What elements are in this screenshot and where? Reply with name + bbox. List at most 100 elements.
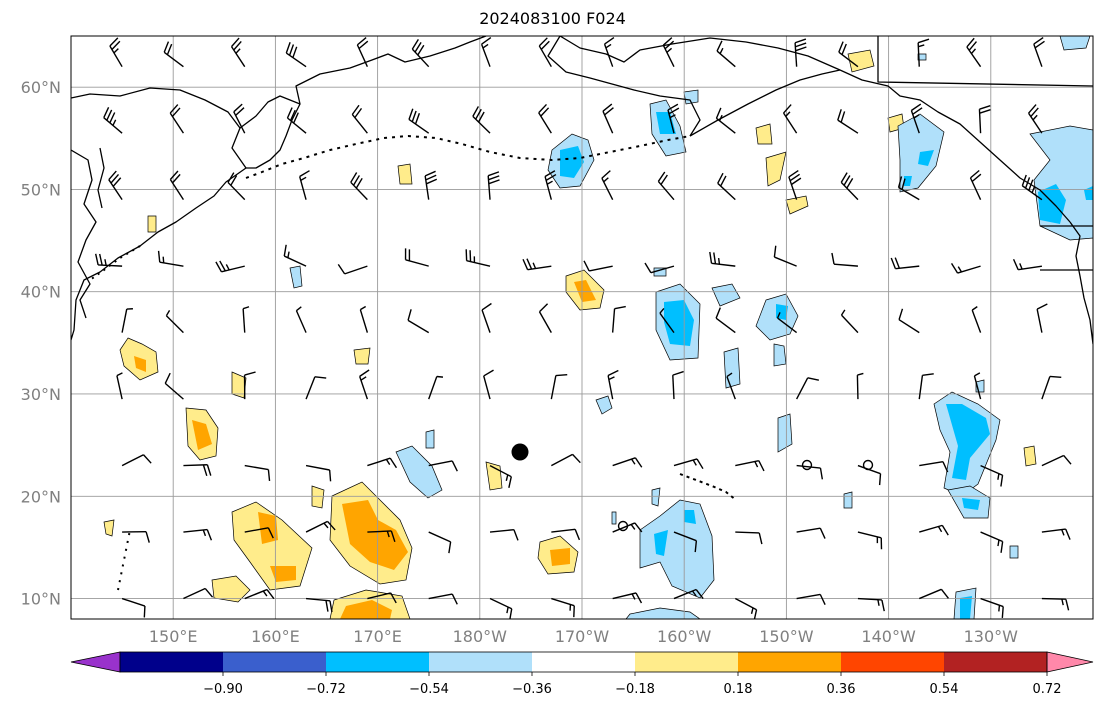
wind-barb — [522, 258, 552, 271]
wind-barb — [612, 522, 643, 533]
gridlines — [71, 36, 1093, 619]
longitude-label: 140°W — [861, 627, 916, 646]
wind-barb — [898, 308, 920, 334]
plot-frame — [70, 35, 1094, 620]
wind-barb — [243, 371, 256, 400]
wind-barb — [673, 588, 704, 600]
alaska-coastline — [559, 36, 1071, 223]
wind-barb — [1041, 528, 1071, 540]
positive-region — [755, 123, 773, 145]
latitude-label: 20°N — [21, 487, 61, 506]
wind-barb — [472, 106, 491, 134]
wind-barb — [715, 107, 736, 134]
wind-barb — [428, 531, 452, 554]
wind-barb — [673, 458, 704, 470]
wind-barb — [428, 375, 444, 400]
colorbar-swatch — [326, 652, 430, 672]
wind-barb — [550, 373, 568, 400]
sakhalin-coastline — [97, 147, 105, 209]
positive-region — [211, 575, 251, 603]
wind-barb — [551, 528, 581, 541]
wind-barb — [973, 372, 982, 400]
wind-barb — [918, 373, 934, 400]
chukotka-coastline — [246, 103, 301, 169]
wind-barb — [227, 172, 246, 201]
positive-core — [270, 566, 296, 582]
wind-barb — [404, 248, 429, 267]
wind-barb — [305, 597, 333, 613]
wind-barb — [489, 464, 512, 488]
negative-core — [654, 530, 668, 556]
wind-barbs — [94, 36, 1072, 619]
negative-core — [560, 146, 584, 178]
wind-barb — [611, 305, 626, 333]
longitude-label: 130°W — [964, 627, 1019, 646]
wind-barb — [831, 252, 858, 267]
wind-barb — [644, 262, 675, 274]
wind-barb — [551, 453, 581, 467]
wind-barb — [233, 103, 246, 134]
negative-core — [918, 150, 934, 166]
wind-barb — [980, 531, 1004, 553]
wind-barb — [715, 307, 736, 334]
colorbar-swatch — [532, 652, 636, 672]
wind-barb — [157, 250, 184, 267]
wind-barb — [337, 264, 368, 275]
wind-barb — [788, 169, 802, 200]
wind-barb — [164, 372, 184, 400]
wind-barb — [657, 171, 675, 201]
wind-barb — [603, 36, 615, 67]
wind-barb — [795, 377, 820, 400]
colorbar-extend-high — [1046, 651, 1094, 673]
wind-barb — [359, 369, 370, 400]
wind-barb — [121, 308, 133, 333]
negative-core — [962, 498, 980, 510]
shaded-regions — [103, 36, 1093, 619]
negative-region — [651, 487, 661, 507]
wind-barb — [1036, 303, 1048, 333]
coastlines — [71, 36, 1093, 591]
latitude-label: 50°N — [21, 180, 61, 199]
latitude-label: 30°N — [21, 385, 61, 404]
wind-barb — [367, 592, 397, 604]
wind-barb — [428, 593, 458, 605]
wind-barb — [544, 170, 557, 200]
wind-barb — [971, 306, 982, 333]
negative-region — [1059, 36, 1091, 51]
wind-barb — [489, 597, 513, 619]
colorbar-swatch — [429, 652, 533, 672]
wind-barb — [122, 530, 150, 543]
colorbar: −0.90 −0.72 −0.54 −0.36 −0.18 0.18 0.36 0.54 0.7… — [70, 651, 1094, 697]
wind-barb — [583, 260, 613, 272]
wind-barb — [918, 588, 949, 600]
wind-barb — [230, 37, 246, 68]
wind-barb — [481, 302, 492, 333]
wind-barb — [735, 531, 763, 545]
wind-barb — [607, 369, 619, 400]
wind-barb — [796, 464, 824, 480]
negative-core — [946, 404, 990, 480]
latitude-label: 10°N — [21, 590, 61, 609]
wind-barb — [602, 103, 614, 134]
wind-barb — [183, 528, 213, 541]
wind-barb — [910, 103, 923, 134]
wind-barb — [796, 593, 826, 605]
wind-barb — [966, 37, 982, 68]
positive-core — [574, 280, 596, 302]
colorbar-tick-label: −0.18 — [615, 682, 655, 697]
wind-barb — [612, 592, 643, 604]
negative-core — [664, 300, 694, 346]
colorbar-swatch — [841, 652, 945, 672]
positive-region — [311, 485, 325, 509]
latitude-label: 40°N — [21, 283, 61, 302]
negative-region — [611, 511, 617, 525]
wind-barb — [169, 170, 185, 201]
longitude-label: 170°W — [555, 627, 610, 646]
wind-barb — [299, 170, 310, 200]
wind-barb — [538, 303, 552, 333]
wind-barb — [286, 107, 307, 134]
colorbar-swatch — [120, 652, 224, 672]
kamchatka-coastline — [239, 36, 487, 129]
wind-barb — [856, 372, 864, 400]
wind-barb — [857, 597, 885, 612]
